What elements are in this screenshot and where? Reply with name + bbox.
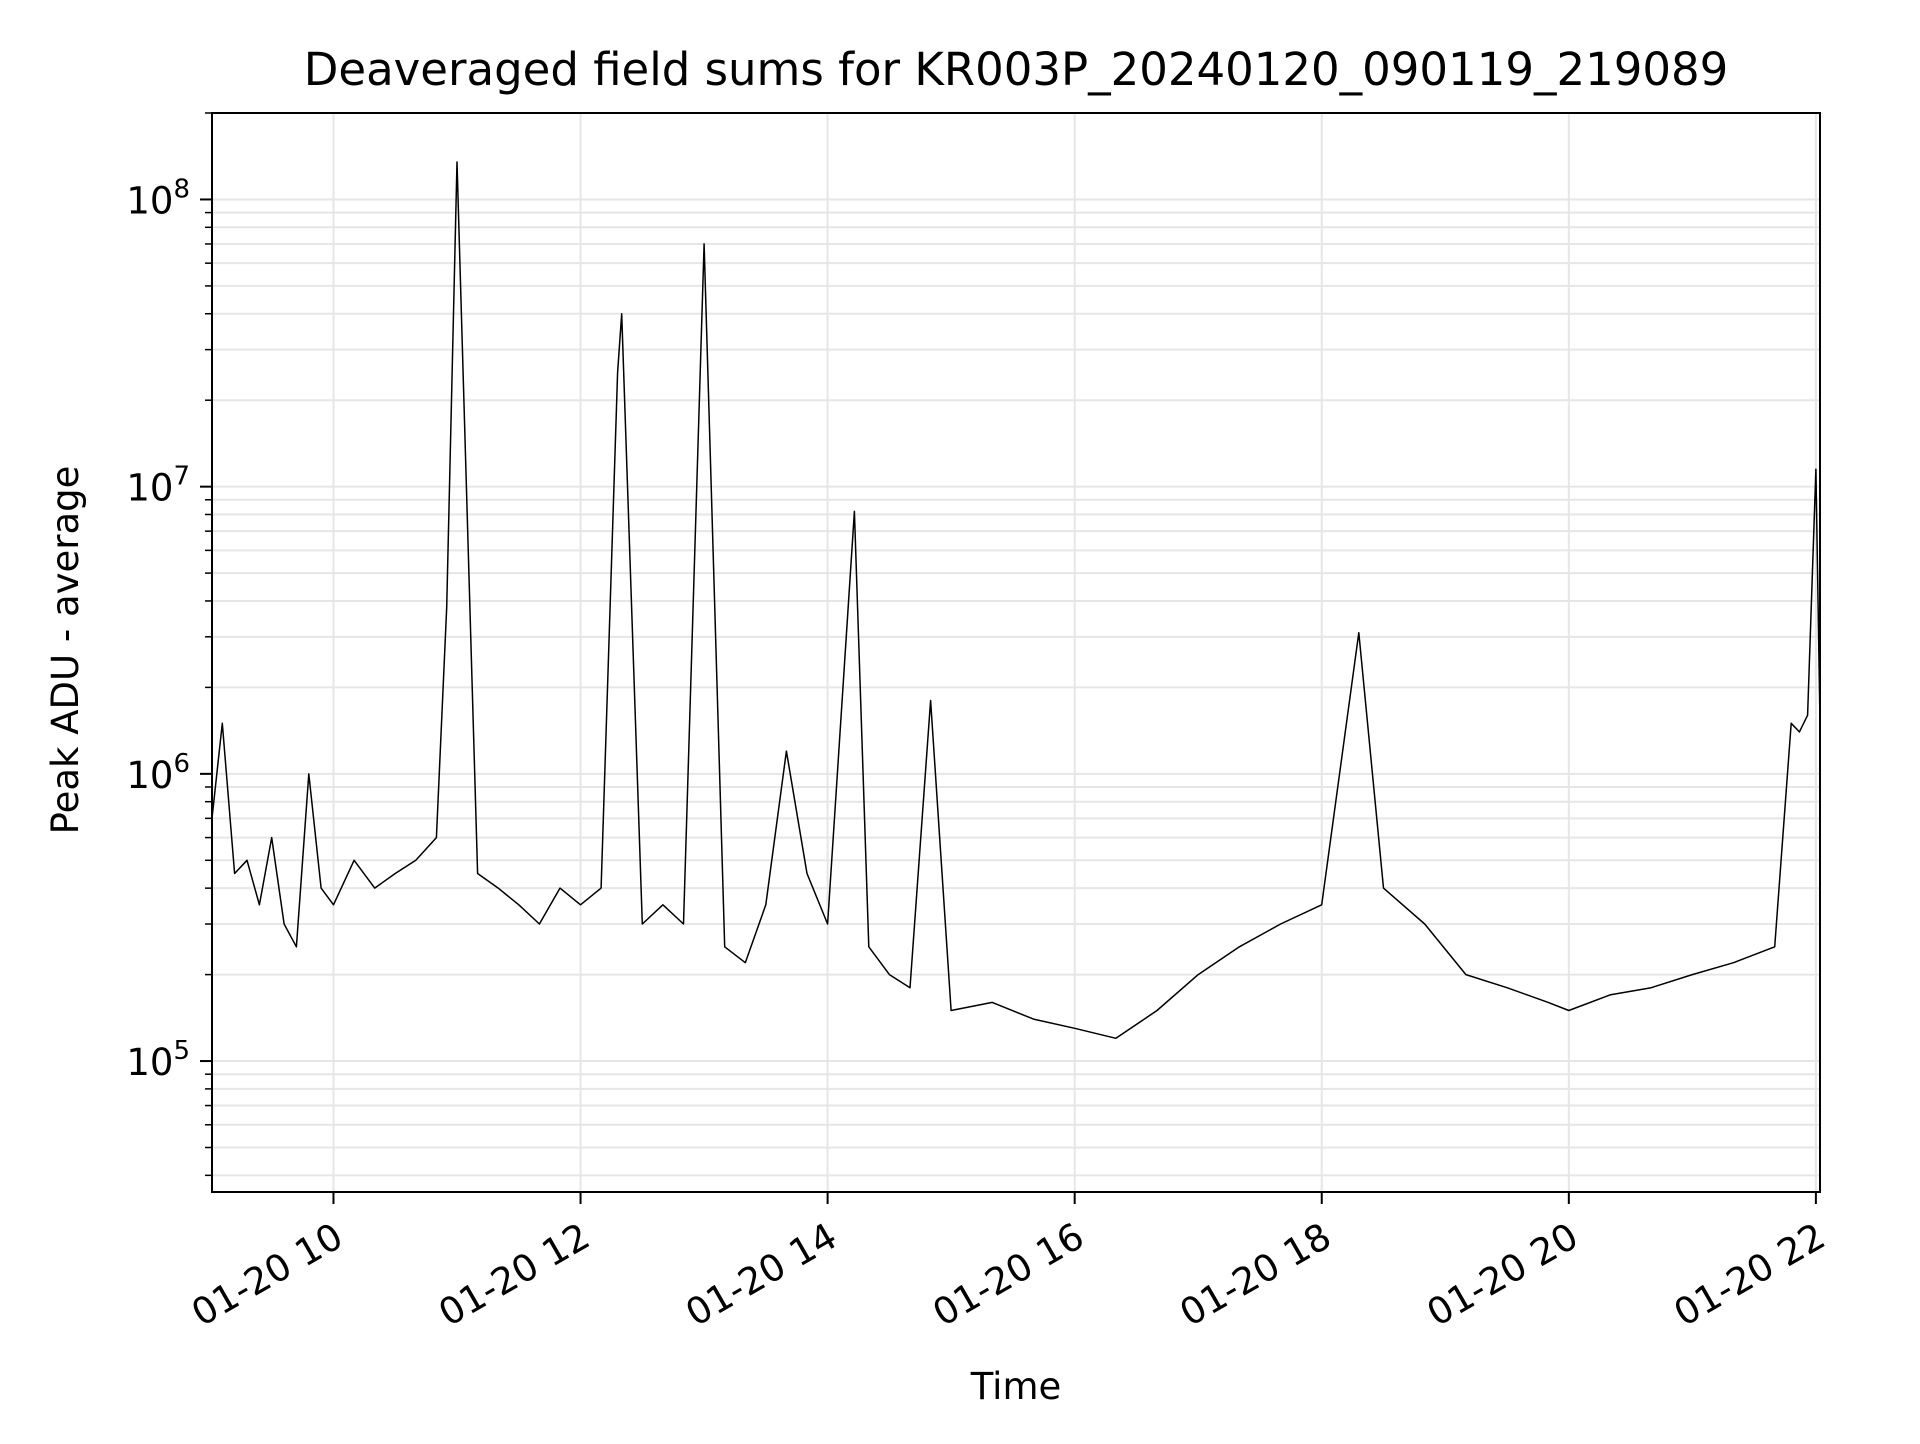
x-tick-label: 01-20 16 [926,1215,1092,1335]
y-tick-label: 107 [126,462,190,510]
x-tick-label: 01-20 14 [679,1215,845,1335]
x-axis-label: Time [970,1365,1062,1408]
x-tick-label: 01-20 12 [431,1215,597,1335]
x-tick-label: 01-20 20 [1420,1215,1586,1335]
x-tick-label: 01-20 22 [1667,1215,1833,1335]
chart-title: Deaveraged field sums for KR003P_2024012… [304,43,1728,96]
tick-layer: 105 106 107 108 01-20 10 01-20 12 01-20 14 01-2… [126,112,1833,1335]
plot-frame [211,112,1821,1193]
x-tick-label: 01-20 10 [184,1215,350,1335]
y-tick-label: 105 [126,1036,190,1084]
y-tick-label: 106 [126,749,190,797]
y-tick-label: 108 [126,174,190,222]
y-axis-label: Peak ADU - average [44,466,87,835]
grid-layer [212,112,1820,1192]
series-layer [211,161,1821,1040]
series-line [211,161,1821,1040]
x-tick-label: 01-20 18 [1173,1215,1339,1335]
